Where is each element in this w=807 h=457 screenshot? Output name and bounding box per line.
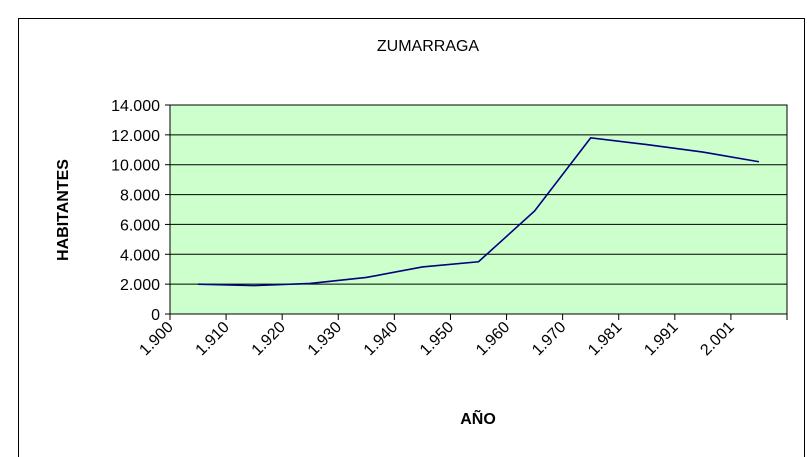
y-tick-label: 8.000 xyxy=(120,188,160,205)
y-axis-label: HABITANTES xyxy=(55,159,72,261)
y-tick-label: 14.000 xyxy=(111,98,160,115)
y-tick-label: 10.000 xyxy=(111,158,160,175)
y-tick-label: 0 xyxy=(151,307,160,324)
plot-area xyxy=(169,104,788,315)
chart-title: ZUMARRAGA xyxy=(377,38,480,55)
y-tick-label: 6.000 xyxy=(120,217,160,234)
data-line xyxy=(198,136,760,287)
y-tick-label: 4.000 xyxy=(120,247,160,264)
y-tick-label: 2.000 xyxy=(120,277,160,294)
x-axis-label: AÑO xyxy=(460,408,496,428)
y-tick-label: 12.000 xyxy=(111,128,160,145)
